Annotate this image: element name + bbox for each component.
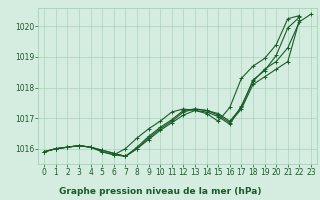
Text: Graphe pression niveau de la mer (hPa): Graphe pression niveau de la mer (hPa) xyxy=(59,187,261,196)
